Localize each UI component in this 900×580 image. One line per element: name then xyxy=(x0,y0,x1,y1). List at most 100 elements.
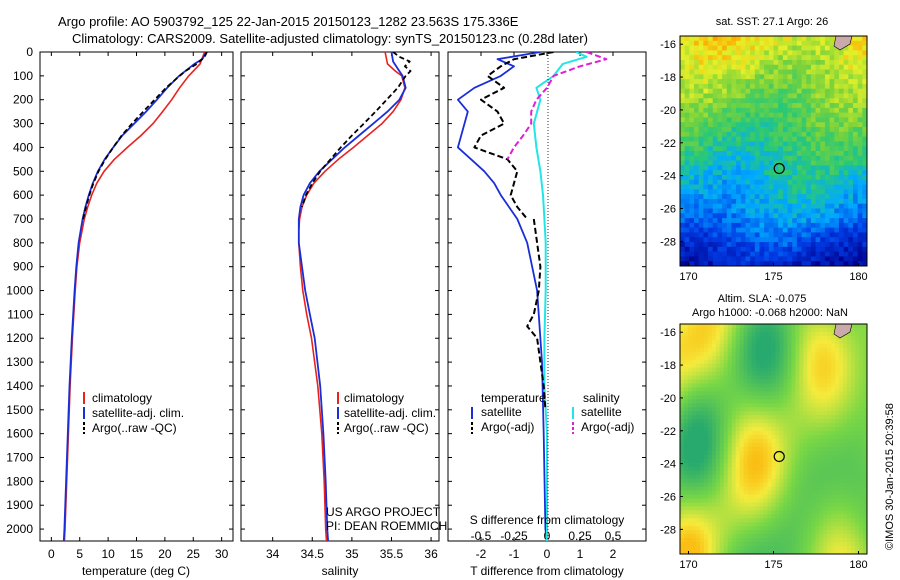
sla-cell xyxy=(795,538,800,543)
sst-cell xyxy=(801,146,807,152)
sla-cell xyxy=(843,339,848,345)
sst-cell xyxy=(731,146,737,152)
sla-cell xyxy=(747,538,753,543)
sst-cell xyxy=(815,160,821,166)
sla-cell xyxy=(783,490,788,495)
sla-cell xyxy=(743,383,749,388)
depth-tick-label: 600 xyxy=(13,188,33,202)
sst-cell xyxy=(829,194,835,200)
sla-cell xyxy=(711,431,717,436)
sla-cell xyxy=(771,482,776,487)
sla-cell xyxy=(711,343,717,349)
sst-cell xyxy=(764,122,770,128)
sla-cell xyxy=(807,363,812,369)
sst-cell xyxy=(754,107,760,114)
sst-cell xyxy=(689,246,695,253)
sst-cell xyxy=(782,83,788,90)
sla-cell xyxy=(835,363,840,369)
sst-cell xyxy=(764,141,770,147)
sla-cell xyxy=(815,470,820,476)
sla-cell xyxy=(739,522,745,527)
sla-cell xyxy=(835,462,840,468)
sst-cell xyxy=(703,174,709,181)
sst-cell xyxy=(810,55,816,61)
sst-cell xyxy=(726,136,732,142)
sla-cell xyxy=(795,466,800,472)
sst-cell xyxy=(689,141,695,147)
sst-cell xyxy=(717,69,723,75)
sst-cell xyxy=(745,59,751,66)
sla-cell xyxy=(707,454,713,460)
sst-cell xyxy=(829,74,835,80)
sla-cell xyxy=(863,490,867,495)
sst-cell xyxy=(843,112,849,118)
sla-cell xyxy=(711,534,717,539)
sla-cell xyxy=(695,470,701,476)
sst-cell xyxy=(796,237,802,243)
sst-cell xyxy=(806,218,812,224)
sst-cell xyxy=(848,198,854,205)
sst-cell xyxy=(848,93,854,99)
sst-cell xyxy=(778,203,784,209)
sla-cell xyxy=(703,403,709,408)
sla-cell xyxy=(783,462,788,468)
sla-cell xyxy=(711,462,717,468)
sla-cell xyxy=(855,355,860,361)
sla-cell xyxy=(771,518,776,523)
sst-cell xyxy=(740,79,746,85)
sst-cell xyxy=(806,179,812,185)
sst-cell xyxy=(694,50,700,56)
sla-cell xyxy=(691,423,697,428)
sla-cell xyxy=(807,498,812,503)
sla-cell xyxy=(707,486,713,491)
sla-cell xyxy=(815,474,820,480)
sla-cell xyxy=(711,395,717,400)
sla-cell xyxy=(811,395,816,400)
sla-cell xyxy=(843,442,848,448)
x-tick-label: 25 xyxy=(187,547,201,561)
sst-cell xyxy=(852,131,859,138)
sla-cell xyxy=(779,435,784,440)
sla-cell xyxy=(831,395,836,400)
sla-cell xyxy=(811,550,816,554)
sst-cell xyxy=(806,151,812,157)
sst-cell xyxy=(852,170,859,176)
sla-cell xyxy=(831,478,836,484)
sst-cell xyxy=(740,36,746,42)
sst-cell xyxy=(736,141,742,147)
sla-cell xyxy=(739,335,745,341)
sla-cell xyxy=(847,359,852,365)
sla-cell xyxy=(719,431,725,436)
sla-cell xyxy=(803,391,808,396)
sla-cell xyxy=(819,534,824,539)
sst-cell xyxy=(731,184,737,190)
sst-cell xyxy=(857,222,863,229)
sst-cell xyxy=(820,79,826,85)
sla-cell xyxy=(827,538,832,543)
sla-cell xyxy=(815,454,820,460)
sst-cell xyxy=(838,112,845,118)
sst-cell xyxy=(708,127,714,133)
sst-cell xyxy=(708,261,714,266)
sst-cell xyxy=(722,194,728,200)
sla-cell xyxy=(847,462,852,468)
sst-cell xyxy=(698,155,704,161)
sla-cell xyxy=(707,355,713,361)
sla-cell xyxy=(839,458,844,464)
sla-cell xyxy=(775,518,780,523)
sla-cell xyxy=(775,347,780,353)
sla-cell xyxy=(739,423,745,428)
sla-cell xyxy=(775,466,780,472)
sla-cell xyxy=(847,435,852,440)
sla-cell xyxy=(851,510,856,515)
sst-cell xyxy=(829,222,835,229)
sla-cell xyxy=(859,371,864,376)
sla-cell xyxy=(719,351,725,357)
sla-cell xyxy=(703,419,709,424)
sla-cell xyxy=(819,371,824,376)
sst-cell xyxy=(708,146,714,152)
sst-cell xyxy=(824,64,830,70)
sla-cell xyxy=(815,335,820,341)
sla-cell xyxy=(707,363,713,369)
sst-cell xyxy=(712,160,718,166)
